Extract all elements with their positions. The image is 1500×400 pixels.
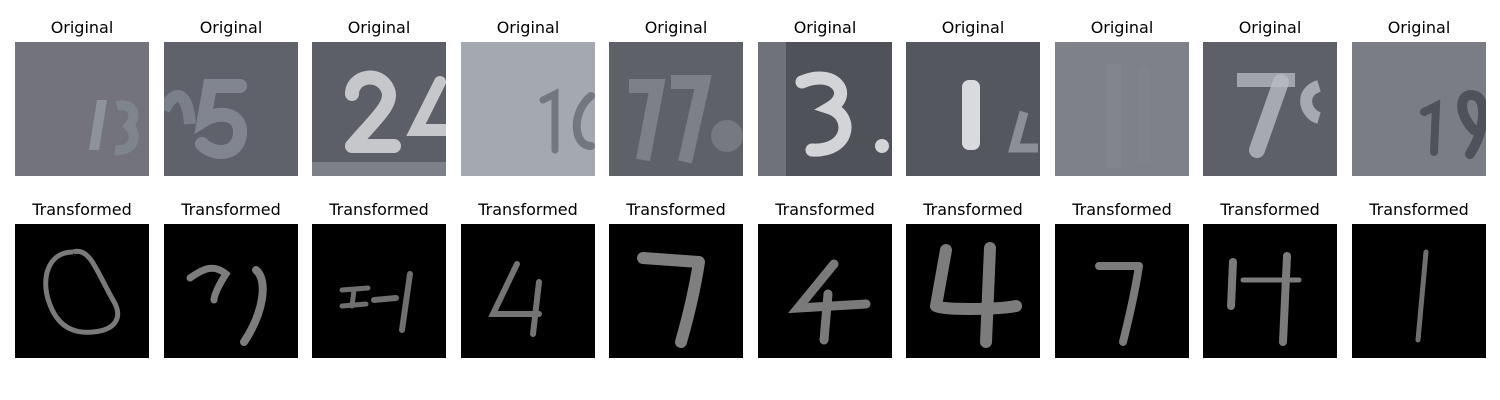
original-title-6: Original — [906, 16, 1040, 40]
original-image-7 — [1055, 42, 1189, 176]
transformed-cell-4: Transformed — [609, 198, 743, 358]
original-image-8 — [1203, 42, 1337, 176]
transformed-title-0: Transformed — [15, 198, 149, 222]
original-cell-9: Original — [1352, 16, 1486, 176]
transformed-image-6 — [906, 224, 1040, 358]
original-title-7: Original — [1055, 16, 1189, 40]
original-title-9: Original — [1352, 16, 1486, 40]
transformed-image-2 — [312, 224, 446, 358]
transformed-image-3 — [461, 224, 595, 358]
transformed-image-7 — [1055, 224, 1189, 358]
transformed-title-4: Transformed — [609, 198, 743, 222]
original-image-4 — [609, 42, 743, 176]
transformed-cell-1: Transformed — [164, 198, 298, 358]
transformed-title-2: Transformed — [312, 198, 446, 222]
transformed-image-1 — [164, 224, 298, 358]
original-cell-2: Original — [312, 16, 446, 176]
transformed-cell-9: Transformed — [1352, 198, 1486, 358]
original-title-2: Original — [312, 16, 446, 40]
original-cell-3: Original — [461, 16, 595, 176]
transformed-image-8 — [1203, 224, 1337, 358]
original-cell-6: Original — [906, 16, 1040, 176]
original-image-0 — [15, 42, 149, 176]
transformed-title-5: Transformed — [758, 198, 892, 222]
original-image-9 — [1352, 42, 1486, 176]
transformed-cell-5: Transformed — [758, 198, 892, 358]
transformed-image-0 — [15, 224, 149, 358]
transformed-title-1: Transformed — [164, 198, 298, 222]
transformed-title-6: Transformed — [906, 198, 1040, 222]
transformed-cell-0: Transformed — [15, 198, 149, 358]
transformed-image-9 — [1352, 224, 1486, 358]
transformed-cell-3: Transformed — [461, 198, 595, 358]
original-title-8: Original — [1203, 16, 1337, 40]
original-title-1: Original — [164, 16, 298, 40]
transformed-title-3: Transformed — [461, 198, 595, 222]
original-title-4: Original — [609, 16, 743, 40]
transformed-cell-7: Transformed — [1055, 198, 1189, 358]
transformed-image-4 — [609, 224, 743, 358]
original-cell-5: Original — [758, 16, 892, 176]
transformed-title-9: Transformed — [1352, 198, 1486, 222]
original-cell-4: Original — [609, 16, 743, 176]
original-title-0: Original — [15, 16, 149, 40]
transformed-cell-6: Transformed — [906, 198, 1040, 358]
original-title-5: Original — [758, 16, 892, 40]
original-cell-1: Original — [164, 16, 298, 176]
transformed-cell-2: Transformed — [312, 198, 446, 358]
transformed-image-5 — [758, 224, 892, 358]
original-cell-0: Original — [15, 16, 149, 176]
transformed-title-7: Transformed — [1055, 198, 1189, 222]
original-cell-8: Original — [1203, 16, 1337, 176]
transformed-title-8: Transformed — [1203, 198, 1337, 222]
original-image-3 — [461, 42, 595, 176]
transformed-cell-8: Transformed — [1203, 198, 1337, 358]
original-image-2 — [312, 42, 446, 176]
original-image-5 — [758, 42, 892, 176]
original-image-6 — [906, 42, 1040, 176]
original-image-1 — [164, 42, 298, 176]
original-cell-7: Original — [1055, 16, 1189, 176]
original-title-3: Original — [461, 16, 595, 40]
